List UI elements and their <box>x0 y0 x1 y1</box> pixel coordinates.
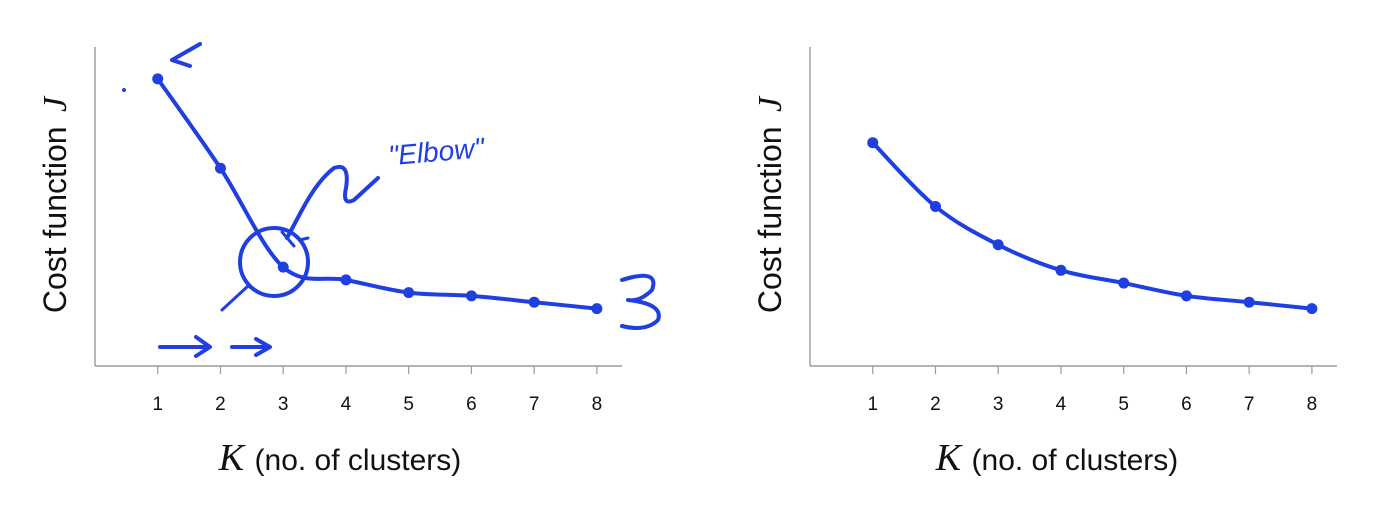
elbow-hook-mark <box>220 284 260 312</box>
data-point <box>1243 296 1255 308</box>
data-point <box>528 296 540 308</box>
x-tick-label: 2 <box>930 394 941 415</box>
x-tick-labels: 1 2 3 4 5 6 7 8 <box>867 394 1317 415</box>
x-tick-label: 6 <box>1181 394 1192 415</box>
x-tick-label: 3 <box>278 394 289 415</box>
cost-curve <box>870 140 1314 311</box>
x-tick-label: 5 <box>1118 394 1129 415</box>
x-tick-label: 2 <box>215 394 226 415</box>
x-tick-label: 1 <box>867 394 878 415</box>
x-tick-labels: 1 2 3 4 5 6 7 8 <box>152 394 602 415</box>
arrow-right-1 <box>158 335 212 358</box>
x-tick-label: 4 <box>341 394 352 415</box>
y-axis-label: Cost function J <box>37 95 74 313</box>
data-point <box>214 162 226 174</box>
data-point <box>403 287 415 299</box>
elbow-annotation: "Elbow" <box>387 132 487 171</box>
data-point <box>1055 264 1067 276</box>
x-tick-label: 7 <box>1244 394 1255 415</box>
data-point <box>992 239 1004 251</box>
x-ticks <box>157 366 598 374</box>
x-axis-label: K (no. of clusters) <box>218 437 462 479</box>
y-axis-variable: J <box>37 95 74 112</box>
arrow-right-2 <box>230 337 272 357</box>
curly-mark <box>620 273 661 330</box>
elbow-circle <box>238 226 310 298</box>
data-point <box>1180 290 1192 302</box>
data-point <box>1118 277 1130 289</box>
x-ticks <box>872 366 1313 374</box>
data-point <box>465 290 477 302</box>
elbow-pointer-squiggle <box>285 165 380 240</box>
x-axis-label: K (no. of clusters) <box>935 437 1179 479</box>
elbow-tick-mark <box>280 230 310 248</box>
data-point <box>277 261 289 273</box>
y-axis-label-text: Cost function <box>752 126 788 313</box>
data-point <box>152 73 164 85</box>
x-tick-label: 4 <box>1056 394 1067 415</box>
data-point <box>929 201 941 212</box>
elbow-chart: 1 2 3 4 5 6 7 8 K (no. of clusters) Cost functi… <box>37 42 661 479</box>
x-tick-label: 1 <box>152 394 163 415</box>
x-axis-label-text: (no. of clusters) <box>972 444 1179 477</box>
x-tick-label: 7 <box>529 394 540 415</box>
x-tick-label: 5 <box>403 394 414 415</box>
x-tick-label: 6 <box>466 394 477 415</box>
stray-dot <box>122 88 126 92</box>
x-tick-label: 3 <box>993 394 1004 415</box>
data-point <box>867 137 879 149</box>
data-point <box>1306 303 1318 315</box>
data-point <box>340 274 352 286</box>
x-axis-label-text: (no. of clusters) <box>255 444 462 477</box>
x-tick-label: 8 <box>592 394 603 415</box>
smooth-cost-chart: 1 2 3 4 5 6 7 8 K (no. of clusters) Cost functi… <box>752 47 1337 479</box>
data-points <box>152 73 603 315</box>
data-point <box>591 303 603 315</box>
y-axis-label: Cost function J <box>752 95 789 313</box>
x-axis-variable: K <box>935 437 963 479</box>
y-axis-label-text: Cost function <box>37 126 73 313</box>
y-axis-variable: J <box>752 95 789 112</box>
arrow-to-first-point <box>170 42 202 68</box>
x-axis-variable: K <box>218 437 246 479</box>
cost-curve <box>155 76 599 311</box>
data-points <box>867 137 1318 315</box>
x-tick-label: 8 <box>1307 394 1318 415</box>
